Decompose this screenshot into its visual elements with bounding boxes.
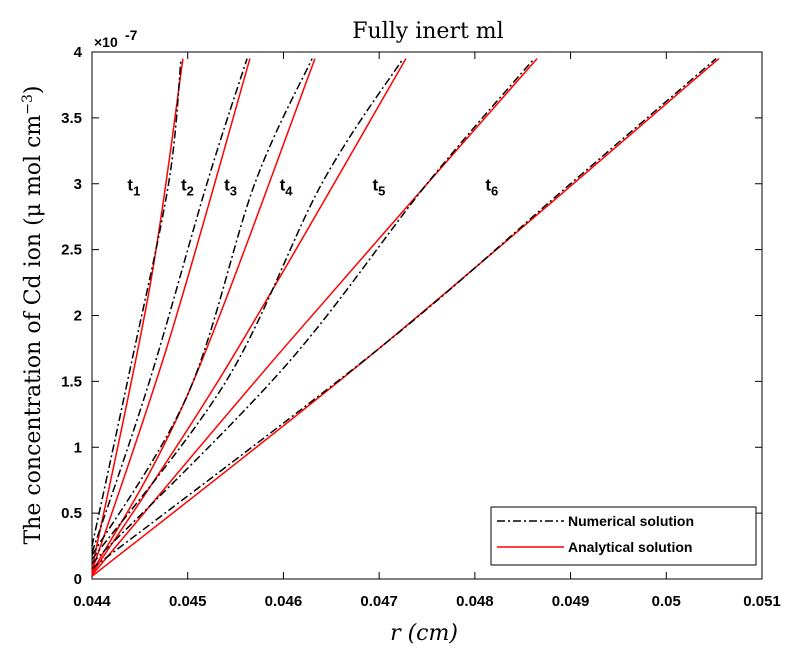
x-axis-ticks: 0.044 0.045 0.046 0.047 0.048 0.049 0.05 0.051 (73, 52, 781, 610)
analytical-curve-t2 (91, 58, 251, 572)
x-tick-label: 0.046 (265, 593, 303, 610)
curve-label-t5: t5 (372, 175, 385, 198)
legend-analytical-label: Analytical solution (568, 539, 692, 555)
y-axis-ticks: 0 0.5 1 1.5 2 2.5 3 3.5 4 (61, 44, 762, 588)
x-tick-label: 0.048 (456, 593, 494, 610)
curve-label-t4: t4 (280, 175, 294, 198)
y-tick-label: 1 (74, 439, 82, 456)
y-axis-label: The concentration of Cd ion (μ mol cm−3) (20, 85, 46, 544)
analytical-curve-t4 (91, 58, 407, 575)
y-multiplier-exponent: -7 (125, 27, 138, 43)
y-tick-label: 2 (74, 308, 82, 325)
curve-label-t2: t2 (181, 175, 194, 198)
numerical-curve-t4 (91, 58, 404, 560)
analytical-curve-t5 (91, 58, 538, 576)
curve-label-t1: t1 (127, 175, 140, 198)
y-multiplier-base: ×10 (94, 34, 118, 50)
numerical-curve-t1 (91, 58, 182, 547)
numerical-curve-t3 (91, 58, 313, 556)
y-tick-label: 3.5 (61, 110, 82, 127)
svg-text:The concentration of Cd ion (μ: The concentration of Cd ion (μ mol cm−3) (20, 85, 46, 544)
x-tick-label: 0.051 (743, 593, 781, 610)
y-multiplier: ×10 -7 (94, 27, 138, 50)
analytical-curve-t6 (91, 58, 720, 577)
y-tick-label: 1.5 (61, 373, 82, 390)
x-tick-label: 0.044 (73, 593, 111, 610)
curve-label-t6: t6 (485, 175, 498, 198)
analytical-curve-t3 (91, 58, 316, 573)
x-axis-label-text: r (cm) (390, 621, 458, 646)
y-axis-label-text: The concentration of Cd ion (μ mol cm (21, 115, 46, 545)
y-tick-label: 2.5 (61, 242, 82, 259)
y-tick-label: 4 (74, 44, 83, 61)
legend-box (490, 506, 757, 566)
y-tick-label: 0.5 (61, 505, 82, 522)
curve-label-t3: t3 (224, 175, 237, 198)
chart-title: Fully inert ml (352, 19, 503, 44)
numerical-curve-t2 (91, 58, 248, 553)
y-axis-label-exponent: −3 (20, 94, 36, 115)
legend-numerical-label: Numerical solution (568, 513, 694, 529)
curves (91, 58, 720, 577)
curve-labels: t1 t2 t3 t4 t5 t6 (127, 175, 498, 198)
numerical-curve-t5 (91, 58, 535, 564)
legend: Numerical solution Analytical solution (490, 506, 757, 566)
x-tick-label: 0.047 (360, 593, 398, 610)
analytical-curve-t1 (91, 58, 184, 569)
numerical-curve-t6 (91, 58, 717, 570)
x-tick-label: 0.045 (169, 593, 207, 610)
y-tick-label: 3 (74, 176, 82, 193)
x-tick-label: 0.05 (652, 593, 681, 610)
x-tick-label: 0.049 (552, 593, 590, 610)
y-tick-label: 0 (74, 571, 82, 588)
x-axis-label: r (cm) (390, 621, 458, 646)
plot-frame (91, 51, 763, 580)
